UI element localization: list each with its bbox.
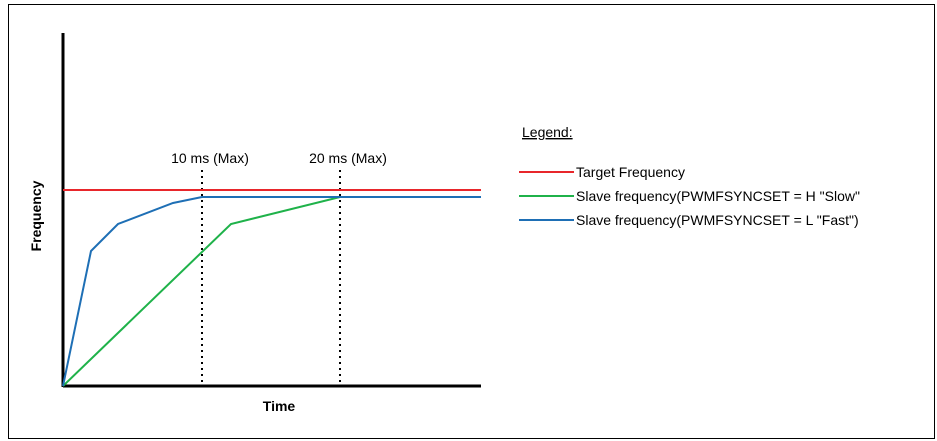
legend-title: Legend: [522,124,573,140]
diagram-frame [8,4,935,439]
y-axis-title: Frequency [28,180,44,251]
marker-20ms-label: 20 ms (Max) [309,150,387,166]
legend-label-target: Target Frequency [576,164,685,180]
marker-10ms-label: 10 ms (Max) [171,150,249,166]
legend-label-slow: Slave frequency(PWMFSYNCSET = H "Slow" [576,188,860,204]
legend-label-fast: Slave frequency(PWMFSYNCSET = L "Fast") [576,212,859,228]
x-axis-title: Time [263,398,296,414]
slow-frequency-curve [62,196,481,387]
fast-frequency-curve [62,196,481,387]
